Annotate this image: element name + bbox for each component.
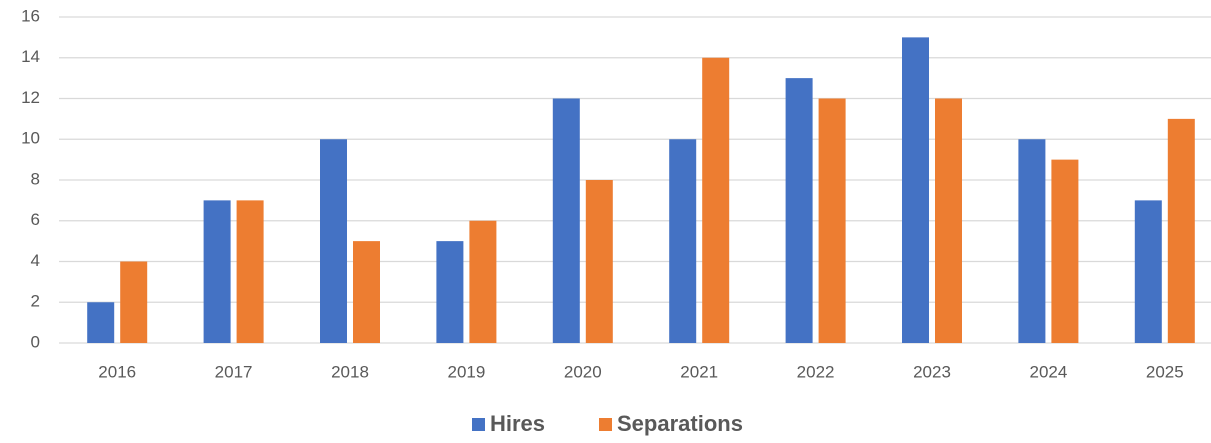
x-tick-label: 2021 [680, 362, 718, 381]
legend-swatch [472, 418, 485, 431]
bar [120, 261, 148, 343]
x-tick-label: 2020 [564, 362, 602, 381]
bar [436, 241, 464, 343]
x-tick-label: 2024 [1029, 362, 1067, 381]
legend-label: Hires [490, 411, 545, 436]
y-tick-label: 6 [31, 210, 40, 229]
y-tick-label: 8 [31, 169, 40, 188]
bar [1051, 159, 1079, 343]
x-tick-label: 2022 [797, 362, 835, 381]
y-tick-label: 0 [31, 332, 40, 351]
x-tick-label: 2019 [447, 362, 485, 381]
y-tick-label: 12 [21, 88, 40, 107]
bar [785, 78, 813, 343]
x-tick-label: 2016 [98, 362, 136, 381]
bar [669, 139, 697, 343]
bar [585, 180, 613, 343]
legend-swatch [599, 418, 612, 431]
bar [1134, 200, 1162, 343]
y-tick-label: 2 [31, 292, 40, 311]
bar [902, 37, 929, 343]
bar [353, 241, 380, 343]
bar [320, 139, 347, 343]
bar [702, 57, 730, 343]
bar [87, 302, 115, 343]
x-tick-label: 2017 [215, 362, 253, 381]
x-tick-label: 2018 [331, 362, 369, 381]
x-tick-label: 2025 [1146, 362, 1184, 381]
y-tick-label: 16 [21, 6, 40, 25]
y-tick-label: 14 [21, 47, 40, 66]
y-tick-label: 4 [31, 251, 40, 270]
bar [935, 98, 962, 343]
bar [203, 200, 231, 343]
bar [236, 200, 264, 343]
legend-label: Separations [617, 411, 743, 436]
bar [818, 98, 846, 343]
y-tick-label: 10 [21, 129, 40, 148]
bar [1167, 118, 1195, 343]
bar [552, 98, 580, 343]
bar [1018, 139, 1046, 343]
bar [469, 220, 497, 343]
x-tick-label: 2023 [913, 362, 951, 381]
